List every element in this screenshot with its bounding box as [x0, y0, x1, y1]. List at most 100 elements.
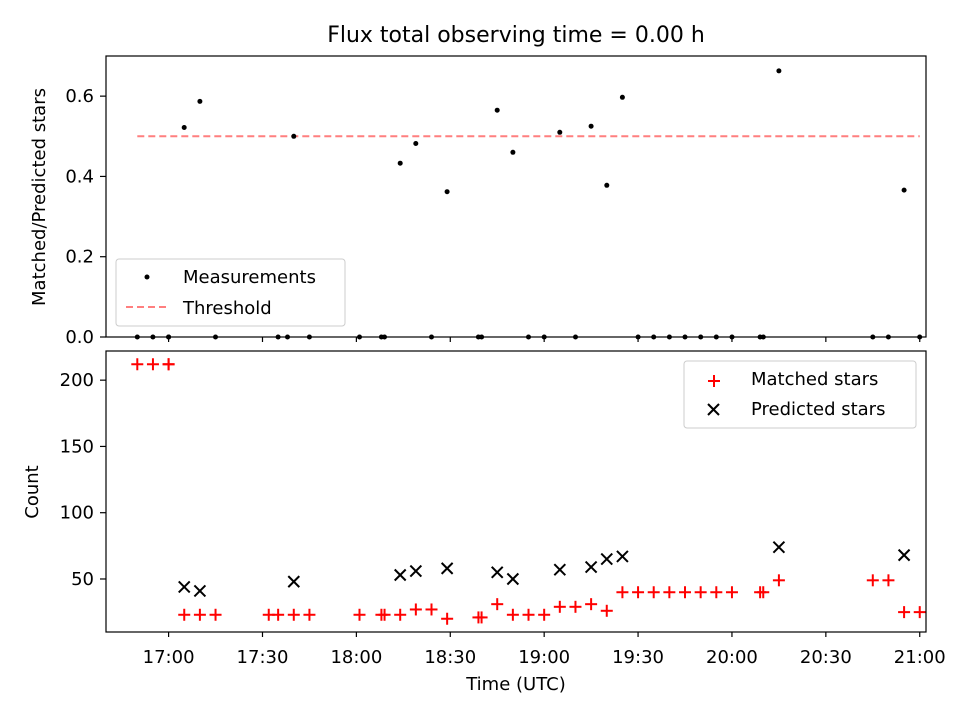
matched-star-point: [491, 598, 504, 611]
predicted-star-point: [440, 562, 454, 575]
legend-matched-label: Matched stars: [751, 369, 878, 390]
matched-star-point: [772, 574, 785, 587]
matched-star-point: [725, 586, 738, 599]
matched-star-point: [287, 608, 300, 621]
count-plot-area: [131, 358, 926, 625]
matched-star-point: [616, 586, 629, 599]
matched-star-point: [913, 606, 926, 619]
predicted-star-point: [553, 563, 567, 576]
matched-star-point: [522, 608, 535, 621]
measurement-point: [181, 125, 187, 130]
predicted-star-point: [897, 548, 911, 562]
matched-star-point: [585, 598, 598, 611]
matched-star-point: [757, 586, 770, 599]
measurement-point: [397, 160, 403, 166]
legend-threshold-label: Threshold: [182, 298, 272, 319]
y-axis-label-ratio: Matched/Predicted stars: [29, 88, 50, 306]
count-axes-frame: [105, 350, 927, 633]
predicted-star-point: [600, 552, 613, 566]
measurement-point: [776, 68, 782, 74]
measurement-point: [604, 182, 610, 188]
matched-star-point: [710, 586, 723, 599]
measurement-point: [619, 94, 625, 100]
legend-measurements-label: Measurements: [183, 267, 316, 288]
matched-star-point: [441, 612, 454, 625]
measurement-point: [557, 129, 563, 135]
x-tick-label: 20:00: [706, 647, 758, 668]
x-tick-label: 20:30: [800, 647, 852, 668]
measurement-point: [197, 98, 203, 104]
y-axis-label-count: Count: [22, 465, 43, 518]
predicted-star-point: [772, 540, 786, 554]
matched-star-point: [425, 603, 438, 616]
matched-star-point: [882, 574, 895, 587]
matched-star-point: [162, 358, 175, 371]
matched-star-point: [632, 586, 645, 599]
matched-star-point: [272, 608, 285, 621]
predicted-star-point: [393, 568, 407, 582]
matched-star-point: [538, 608, 551, 621]
measurement-point: [901, 187, 907, 193]
count-legend-box: [683, 360, 917, 429]
predicted-star-point: [193, 584, 207, 598]
matched-star-point: [663, 586, 676, 599]
ratio-legend: Measurements Threshold: [115, 258, 346, 327]
y-tick-label: 50: [71, 569, 94, 590]
x-axis-label-time: Time (UTC): [465, 674, 566, 695]
ratio-x-ticks: [167, 337, 921, 342]
measurement-point: [510, 149, 516, 155]
matched-star-point: [553, 600, 566, 613]
matched-star-point: [647, 586, 660, 599]
measurement-point: [444, 189, 450, 195]
y-tick-label: 100: [60, 503, 94, 524]
matched-star-point: [679, 586, 692, 599]
x-tick-label: 21:00: [894, 647, 946, 668]
count-legend: Matched stars Predicted stars: [683, 360, 917, 429]
y-tick-label: 0.0: [65, 327, 94, 348]
measurement-point: [413, 141, 419, 146]
predicted-star-point: [506, 572, 520, 586]
predicted-star-point: [178, 580, 191, 594]
x-tick-label: 18:00: [330, 647, 382, 668]
y-tick-label: 150: [60, 436, 94, 457]
predicted-star-point: [287, 575, 300, 588]
matched-star-point: [475, 611, 488, 624]
count-x-ticks: 17:00 17:30 18:00 18:30 19:00 19:30 20:00 20:30…: [143, 632, 946, 668]
ratio-y-ticks: 0.0 0.2 0.4 0.6: [65, 86, 106, 348]
ratio-legend-box: [115, 258, 346, 327]
count-y-ticks: 50 100 150 200: [60, 370, 106, 590]
x-tick-label: 19:00: [518, 647, 570, 668]
matched-star-point: [694, 586, 707, 599]
ratio-axes-frame: [105, 55, 927, 338]
matched-star-point: [146, 358, 159, 371]
matched-star-point: [131, 358, 144, 371]
predicted-star-point: [616, 550, 629, 563]
x-tick-label: 17:00: [143, 647, 195, 668]
legend-matched-marker: [708, 375, 720, 387]
chart-title: Flux total observing time = 0.00 h: [327, 23, 705, 48]
matched-star-point: [898, 606, 911, 619]
measurement-point: [494, 107, 500, 113]
matched-star-point: [178, 608, 191, 621]
ratio-plot-area: [134, 68, 923, 340]
matched-star-point: [303, 608, 316, 621]
legend-measurements-marker: [144, 274, 150, 280]
x-tick-label: 18:30: [424, 647, 476, 668]
matched-star-point: [600, 604, 613, 617]
y-tick-label: 0.2: [65, 247, 94, 268]
measurement-point: [291, 133, 297, 139]
matched-star-point: [866, 574, 879, 587]
matched-star-point: [209, 608, 222, 621]
x-tick-label: 17:30: [237, 647, 289, 668]
matched-star-point: [193, 608, 206, 621]
measurement-point: [588, 123, 594, 129]
y-tick-label: 200: [60, 370, 94, 391]
predicted-star-point: [584, 560, 598, 574]
y-tick-label: 0.4: [65, 166, 94, 187]
x-tick-label: 19:30: [612, 647, 664, 668]
predicted-star-point: [409, 564, 423, 578]
matched-star-point: [506, 608, 519, 621]
matched-star-point: [353, 608, 366, 621]
